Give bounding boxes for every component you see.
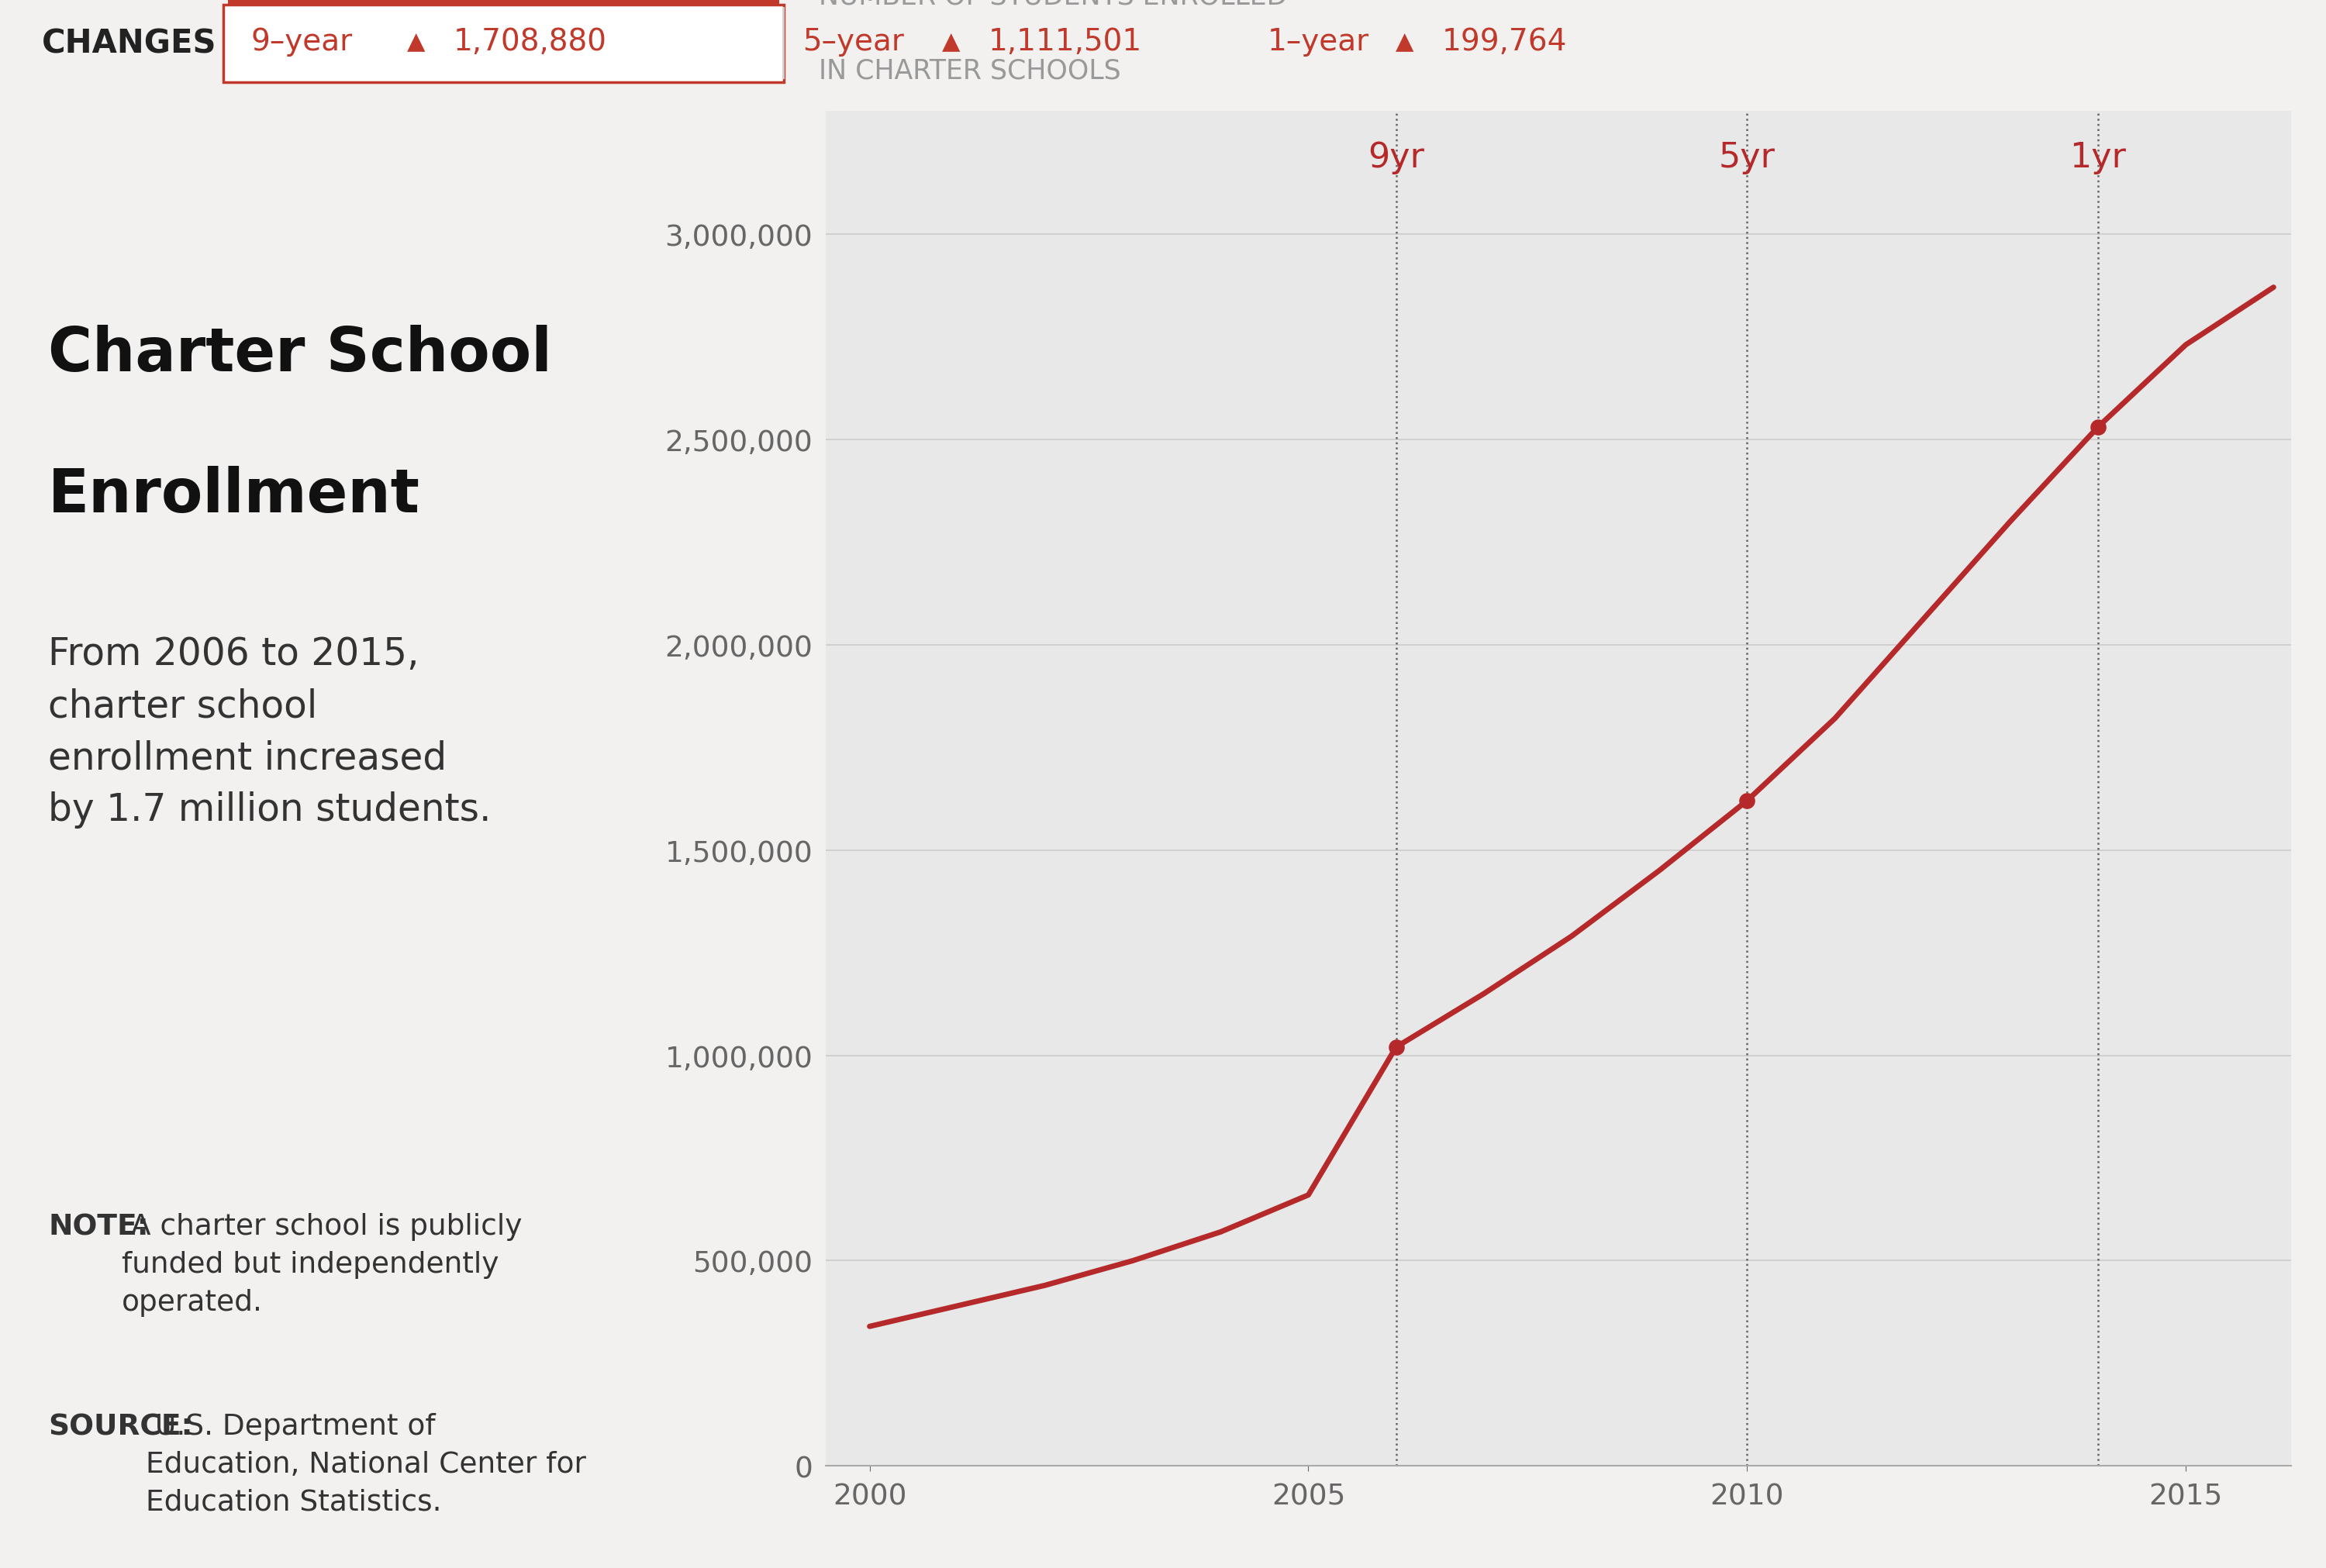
Text: 9–year: 9–year [251,27,354,56]
Text: 1yr: 1yr [2070,141,2126,174]
Text: SOURCE:: SOURCE: [49,1413,193,1441]
Text: 9yr: 9yr [1368,141,1424,174]
Text: U.S. Department of
Education, National Center for
Education Statistics.: U.S. Department of Education, National C… [147,1413,586,1516]
Text: Charter School: Charter School [49,325,551,384]
Text: 5–year: 5–year [802,27,905,56]
Text: 1,708,880: 1,708,880 [454,27,607,56]
Text: A charter school is publicly
funded but independently
operated.: A charter school is publicly funded but … [121,1212,523,1316]
FancyBboxPatch shape [223,5,784,83]
Text: ▲: ▲ [1396,31,1414,53]
Text: ▲: ▲ [942,31,961,53]
Text: 199,764: 199,764 [1442,27,1568,56]
Text: NUMBER OF STUDENTS ENROLLED: NUMBER OF STUDENTS ENROLLED [819,0,1286,9]
Text: IN CHARTER SCHOOLS: IN CHARTER SCHOOLS [819,58,1121,85]
Text: Enrollment: Enrollment [49,466,421,524]
Text: From 2006 to 2015,
charter school
enrollment increased
by 1.7 million students.: From 2006 to 2015, charter school enroll… [49,635,491,828]
Point [1728,789,1765,814]
Text: 1–year: 1–year [1268,27,1370,56]
Text: 5yr: 5yr [1719,141,1775,174]
Text: 1,111,501: 1,111,501 [989,27,1142,56]
Text: NOTE:: NOTE: [49,1212,149,1240]
Point [2079,416,2117,441]
Point [1377,1035,1414,1060]
Text: CHANGES: CHANGES [42,28,216,60]
Text: ▲: ▲ [407,31,426,53]
